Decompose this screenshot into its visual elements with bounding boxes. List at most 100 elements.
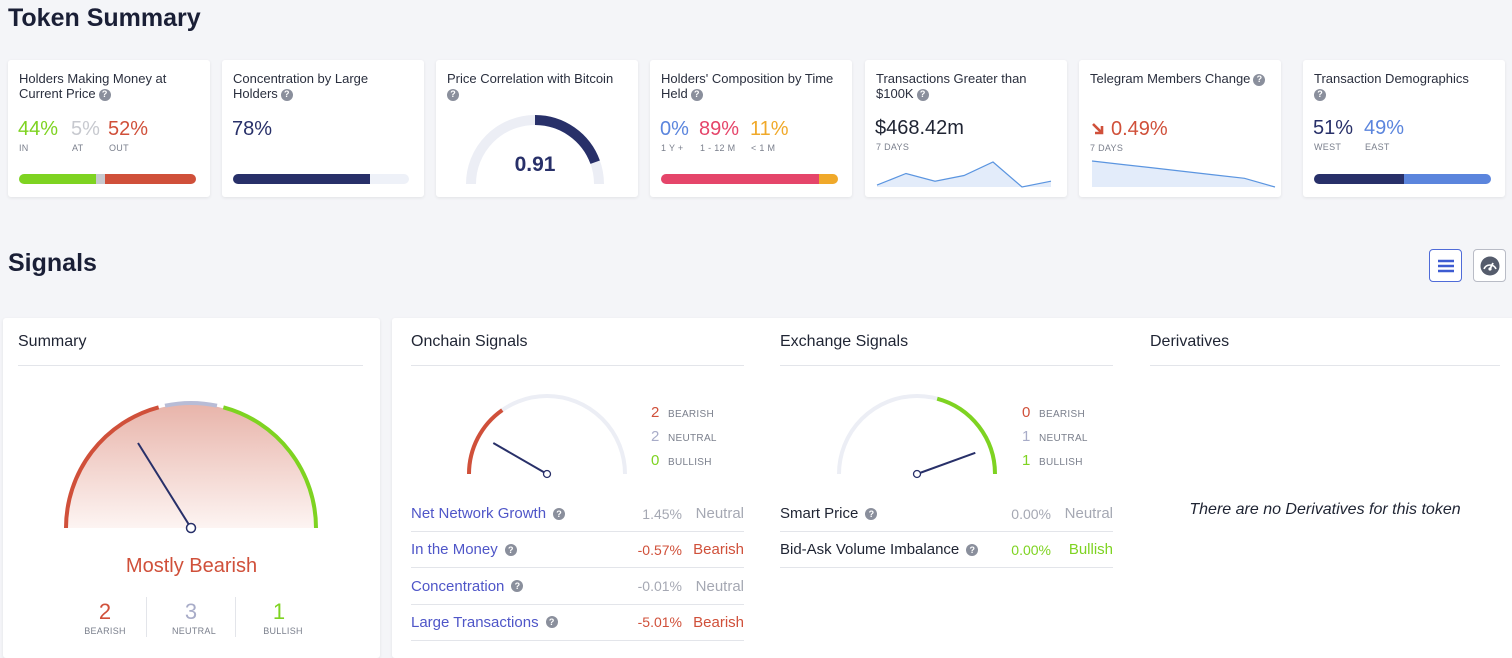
- telegram-sparkline-line: [1091, 160, 1276, 188]
- gauge-pivot: [185, 522, 197, 534]
- help-icon[interactable]: ?: [865, 507, 878, 520]
- exchange-bearish-count: 0: [1022, 404, 1031, 421]
- correlation-gauge-fill: [534, 115, 600, 165]
- bearish-label: BEARISH: [84, 626, 126, 636]
- divider: [18, 365, 363, 366]
- divider: [1150, 365, 1500, 366]
- telegram-period: 7 DAYS: [1090, 143, 1124, 153]
- bearish-label: BEARISH: [1039, 409, 1086, 420]
- signal-value: -0.01%: [637, 578, 682, 595]
- correlation-card: Price Correlation with Bitcoin? 0.91: [436, 60, 638, 197]
- concentration-bar: [233, 174, 409, 184]
- list-view-button[interactable]: [1429, 249, 1462, 282]
- neutral-label: NEUTRAL: [171, 626, 217, 636]
- summary-card: Summary Mostly Bearish 2 3 1 BEARISH NEU…: [3, 318, 380, 658]
- transactions-sparkline: [876, 161, 1052, 188]
- telegram-value: 0.49%: [1111, 118, 1168, 140]
- list-icon: [1437, 259, 1454, 272]
- exchange-bullish-count: 1: [1022, 452, 1031, 469]
- signal-name[interactable]: Large Transactions: [411, 613, 539, 631]
- help-icon[interactable]: ?: [553, 507, 566, 520]
- bar-east-segment: [1404, 174, 1491, 184]
- long-term-label: 1 Y +: [661, 143, 684, 153]
- help-icon[interactable]: ?: [280, 88, 293, 101]
- transactions-sparkline-line: [876, 161, 1052, 188]
- gauge-pivot: [542, 469, 552, 479]
- west-label: WEST: [1314, 142, 1342, 152]
- gauge-needle: [137, 442, 192, 529]
- short-term-label: < 1 M: [751, 143, 776, 153]
- derivatives-empty-message: There are no Derivatives for this token: [1189, 501, 1461, 518]
- long-term-value: 0%: [660, 118, 689, 140]
- gauge-needle: [916, 451, 976, 475]
- help-icon[interactable]: ?: [1314, 88, 1326, 101]
- signal-name: Bid-Ask Volume Imbalance: [780, 541, 960, 559]
- help-icon[interactable]: ?: [98, 88, 111, 101]
- help-icon[interactable]: ?: [690, 88, 703, 101]
- gauge-bullish-arc: [222, 405, 318, 529]
- gauge-bearish-arc: [64, 405, 160, 529]
- signal-row: Net Network Growth? 1.45% Neutral: [411, 496, 744, 532]
- signal-status: Bullish: [1068, 541, 1113, 559]
- signal-row: Concentration? -0.01% Neutral: [411, 569, 744, 605]
- bar-short-segment: [818, 174, 838, 184]
- help-icon[interactable]: ?: [916, 88, 929, 101]
- out-value: 52%: [108, 118, 149, 140]
- arrow-down-right-icon: [1092, 123, 1104, 135]
- gauge-pivot: [912, 469, 922, 479]
- signal-row: Smart Price? 0.00% Neutral: [780, 496, 1113, 532]
- summary-gauge: [64, 400, 318, 534]
- summary-verdict: Mostly Bearish: [125, 555, 258, 577]
- gauge-icon: [1480, 256, 1499, 275]
- signal-row: In the Money? -0.57% Bearish: [411, 532, 744, 569]
- onchain-gauge: [467, 394, 627, 479]
- gauge-neutral-arc: [164, 400, 218, 408]
- onchain-neutral-count: 2: [651, 428, 660, 445]
- bullish-label: BULLISH: [263, 626, 303, 636]
- help-icon[interactable]: ?: [511, 580, 524, 593]
- correlation-gauge: [466, 115, 604, 185]
- divider: [146, 597, 147, 637]
- correlation-value: 0.91: [514, 153, 556, 176]
- signals-title: Signals: [8, 249, 97, 277]
- bar-in-segment: [19, 174, 97, 184]
- telegram-card: Telegram Members Change? 0.49% 7 DAYS: [1079, 60, 1281, 197]
- telegram-sparkline-area: [1092, 161, 1275, 187]
- signal-status: Bearish: [693, 541, 744, 559]
- east-value: 49%: [1364, 117, 1405, 139]
- signal-name[interactable]: In the Money: [411, 541, 498, 559]
- derivatives-title: Derivatives: [1150, 333, 1230, 350]
- onchain-title: Onchain Signals: [411, 333, 528, 350]
- help-icon[interactable]: ?: [545, 616, 558, 629]
- card-label: Transaction Demographics: [1314, 71, 1469, 86]
- bullish-label: BULLISH: [668, 457, 712, 468]
- mid-term-label: 1 - 12 M: [700, 143, 736, 153]
- bar-mid-segment: [661, 174, 819, 184]
- gauge-track: [837, 394, 997, 475]
- signal-name[interactable]: Net Network Growth: [411, 505, 547, 522]
- signal-status: Neutral: [695, 577, 744, 595]
- help-icon[interactable]: ?: [966, 543, 979, 556]
- bar-out-segment: [104, 174, 196, 184]
- signal-row: Large Transactions? -5.01% Bearish: [411, 605, 744, 641]
- gauge-view-button[interactable]: [1473, 249, 1506, 282]
- concentration-card: Concentration by Large Holders? 78%: [222, 60, 424, 197]
- gauge-needle: [492, 442, 548, 475]
- exchange-gauge: [837, 394, 997, 479]
- card-label: Telegram Members Change: [1090, 71, 1251, 86]
- onchain-bearish-count: 2: [651, 404, 660, 421]
- holders-money-bar: [19, 174, 196, 184]
- signal-value: -0.57%: [637, 541, 682, 558]
- mid-term-value: 89%: [699, 118, 740, 140]
- neutral-count: 3: [184, 599, 198, 624]
- signal-name[interactable]: Concentration: [411, 577, 505, 595]
- help-icon[interactable]: ?: [504, 543, 517, 556]
- divider: [411, 365, 744, 366]
- in-value: 44%: [18, 118, 59, 140]
- bearish-count: 2: [98, 599, 112, 624]
- transactions-sparkline-area: [877, 162, 1051, 187]
- help-icon[interactable]: ?: [447, 88, 459, 101]
- composition-card: Holders' Composition by Time Held? 0% 89…: [650, 60, 852, 197]
- help-icon[interactable]: ?: [1253, 73, 1266, 86]
- card-label: Holders Making Money at Current Price: [19, 71, 167, 101]
